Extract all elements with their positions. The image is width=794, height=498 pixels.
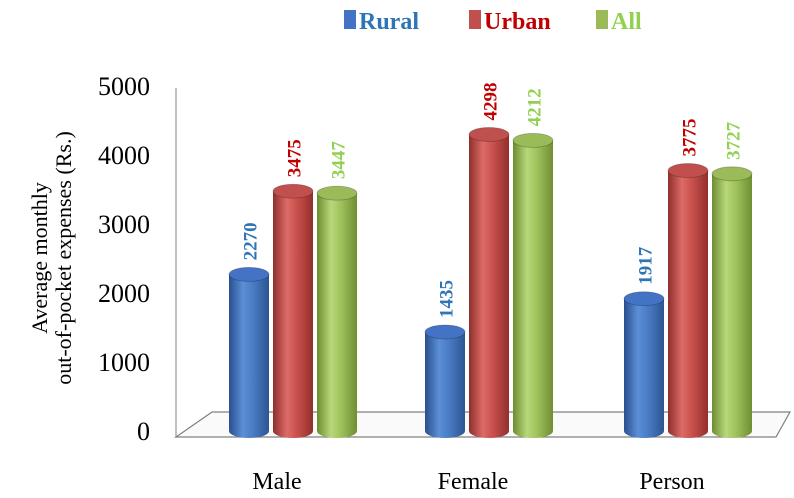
bar-body: [469, 134, 509, 439]
bar-all-male: [316, 185, 358, 438]
bar-all-person: [711, 166, 753, 438]
x-axis-categories: Male Female Person: [252, 469, 704, 495]
category-label: Female: [438, 469, 509, 495]
legend-swatch-urban: [469, 10, 481, 29]
bar-all-female: [512, 132, 554, 438]
legend-label-urban: Urban: [484, 9, 551, 35]
bar-body: [425, 331, 465, 438]
category-label: Male: [252, 469, 301, 495]
bar-body: [712, 173, 752, 438]
bar-body: [513, 140, 553, 438]
bar-body: [668, 170, 708, 438]
bar-top: [468, 127, 510, 142]
y-tick-label: 0: [137, 417, 150, 446]
bar-top: [272, 183, 314, 199]
data-label-urban-male: 3475: [285, 139, 306, 177]
bars: 2270 3475 3447 1435 4298 4212 1917 3775 3727: [228, 82, 753, 439]
bar-top: [228, 266, 270, 282]
data-label-all-person: 3727: [724, 121, 745, 160]
legend-label-rural: Rural: [359, 9, 419, 35]
legend-swatch-rural: [344, 10, 356, 29]
y-tick-label: 1000: [98, 348, 150, 377]
bar-top: [512, 132, 554, 148]
bar-urban-female: [468, 127, 510, 439]
bar-top: [623, 291, 665, 307]
data-label-urban-female: 4298: [481, 82, 502, 120]
bar-body: [273, 191, 313, 438]
bar-body: [317, 193, 357, 438]
bar-rural-person: [623, 291, 665, 438]
y-axis-title: Average monthly out-of-pocket expenses (…: [27, 131, 76, 385]
y-tick-label: 3000: [98, 210, 150, 239]
y-tick-label: 4000: [98, 141, 150, 170]
bar-top: [316, 185, 358, 201]
legend-label-all: All: [611, 9, 642, 35]
category-label: Person: [639, 469, 704, 495]
bar-body: [624, 298, 664, 438]
bar-body: [229, 274, 269, 438]
data-label-rural-male: 2270: [241, 222, 262, 260]
y-axis-title-line-1: Average monthly: [27, 182, 52, 334]
data-label-all-male: 3447: [329, 141, 350, 180]
y-tick-label: 5000: [98, 72, 150, 101]
y-axis-title-line-2: out-of-pocket expenses (Rs.): [51, 131, 76, 385]
bar-rural-male: [228, 266, 270, 438]
data-label-urban-person: 3775: [680, 119, 701, 157]
bar-urban-person: [667, 163, 709, 438]
bar-top: [711, 166, 753, 182]
y-axis-ticks: 0 1000 2000 3000 4000 5000: [98, 72, 150, 446]
data-label-rural-female: 1435: [437, 280, 458, 318]
legend-swatch-all: [596, 10, 608, 29]
bar-rural-female: [424, 324, 466, 438]
bar-top: [424, 324, 466, 340]
bar-top: [667, 163, 709, 178]
legend: Rural Urban All: [344, 9, 642, 35]
bar-urban-male: [272, 183, 314, 438]
data-label-all-female: 4212: [525, 88, 546, 126]
y-tick-label: 2000: [98, 279, 150, 308]
data-label-rural-person: 1917: [636, 246, 657, 285]
